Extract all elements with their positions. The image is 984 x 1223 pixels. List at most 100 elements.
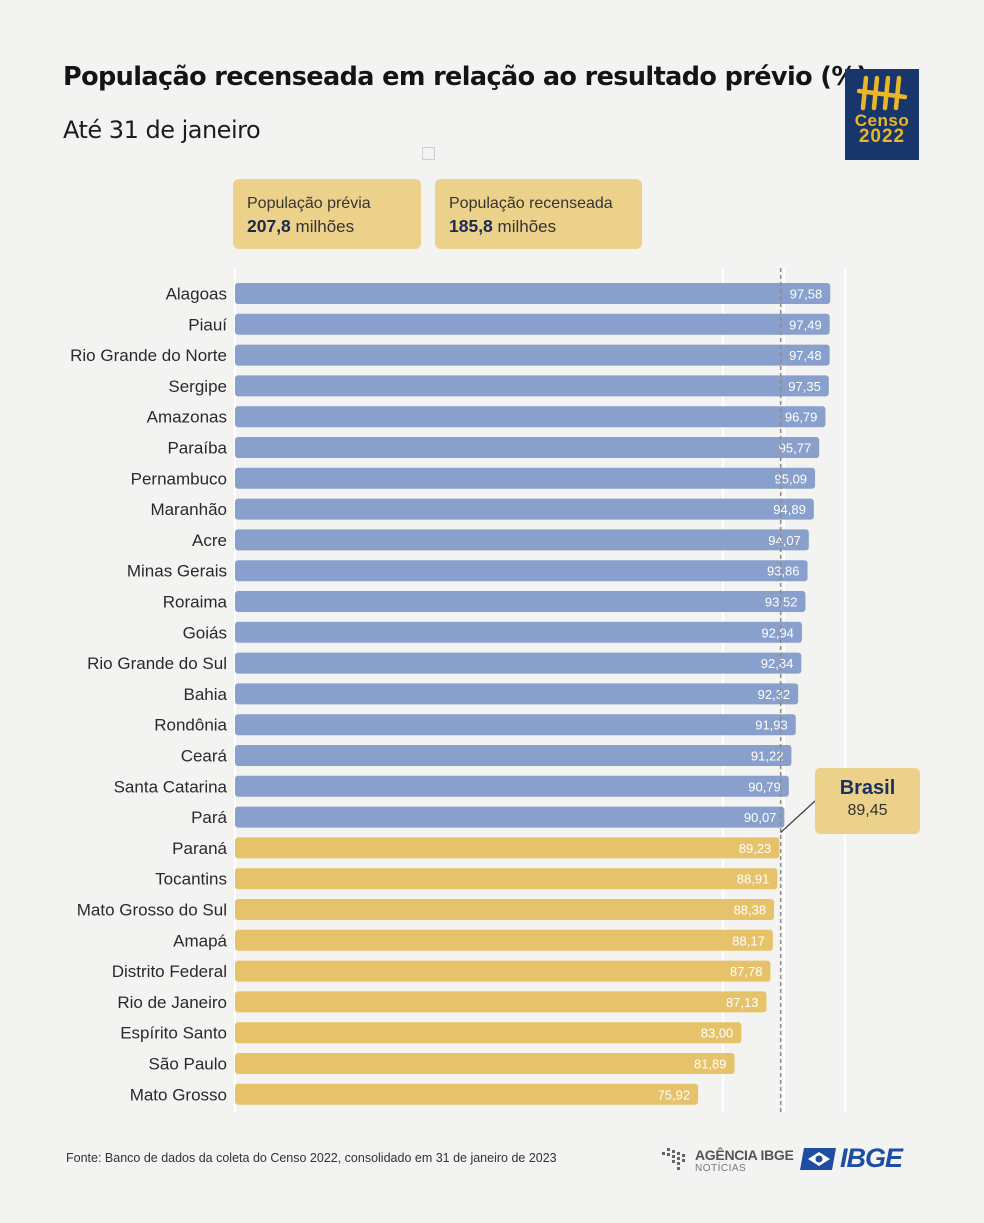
category-label: Paraná [172,839,227,858]
category-label: Santa Catarina [114,777,228,796]
bar-value-label: 93,52 [765,595,798,610]
bar-value-label: 90,79 [748,779,781,794]
counted-population-unit: milhões [497,217,557,236]
category-label: Mato Grosso [130,1085,227,1104]
bar-22 [235,960,771,982]
category-label: Sergipe [168,377,227,396]
bar-9 [235,560,808,582]
bar-value-label: 94,07 [768,533,801,548]
previous-population-label: População prévia [247,195,371,212]
bar-25 [235,1053,735,1074]
counted-population-label: População recenseada [449,195,613,212]
bar-value-label: 88,38 [734,903,767,918]
category-label: Acre [192,531,227,550]
bar-4 [235,406,826,428]
censo-2022-logo: Censo 2022 [845,69,919,160]
bar-15 [235,745,792,766]
bar-value-label: 93,86 [767,564,800,579]
chart-title: População recenseada em relação ao resul… [63,62,868,92]
category-label: Roraima [163,593,228,612]
bar-8 [235,529,809,551]
decorative-square [422,147,435,160]
bar-6 [235,467,816,489]
bar-value-label: 92,94 [761,625,794,640]
bar-value-label: 92,32 [758,687,791,702]
category-label: Goiás [183,623,227,642]
brasil-callout-line [780,800,816,833]
category-label: Maranhão [150,500,227,519]
counted-population-box: População recenseada 185,8 milhões [435,179,642,249]
bar-12 [235,652,802,674]
category-label: Amazonas [147,408,227,427]
bar-11 [235,621,802,643]
bar-value-label: 81,89 [694,1057,727,1072]
category-label: Ceará [181,747,228,766]
category-label: Paraíba [167,439,227,458]
bar-value-label: 97,35 [788,379,821,394]
logo-word-censo: Censo [854,111,910,130]
category-label: Mato Grosso do Sul [77,901,227,920]
category-label: São Paulo [149,1055,227,1074]
category-label: Tocantins [155,870,227,889]
category-label: Rio Grande do Norte [70,346,227,365]
agencia-ibge-logo: AGÊNCIA IBGE NOTÍCIAS [660,1146,794,1178]
bar-value-label: 75,92 [658,1087,691,1102]
category-label: Pernambuco [131,469,227,488]
bar-13 [235,683,799,705]
bar-3 [235,375,829,397]
brasil-reference-box: Brasil 89,45 [815,768,920,834]
bar-20 [235,899,775,920]
ibge-logo: IBGE [800,1143,903,1176]
bar-value-label: 95,09 [775,471,808,486]
category-label: Amapá [173,931,227,950]
tally-marks-icon [857,75,907,111]
bar-7 [235,498,814,520]
bar-5 [235,437,820,458]
bar-value-label: 87,13 [726,995,759,1010]
category-label: Piauí [188,315,227,334]
bar-26 [235,1083,699,1105]
bar-21 [235,929,773,951]
bar-14 [235,714,796,736]
category-label: Pará [191,808,227,827]
bar-1 [235,313,830,335]
bar-18 [235,837,780,859]
bar-value-label: 97,49 [789,317,822,332]
bar-value-label: 91,22 [751,749,784,764]
agencia-mark-icon [662,1148,685,1170]
bar-2 [235,344,830,366]
ibge-wordmark: IBGE [840,1143,903,1173]
bar-23 [235,991,767,1013]
bar-value-label: 94,89 [773,502,806,517]
bar-value-label: 89,23 [739,841,772,856]
bar-value-label: 97,58 [790,287,823,302]
bar-10 [235,591,806,612]
brasil-label: Brasil [839,777,896,799]
ibge-flag-icon [800,1148,836,1170]
previous-population-value: 207,8 [247,216,291,236]
bar-value-label: 88,91 [737,872,770,887]
bar-16 [235,775,789,797]
bar-value-label: 91,93 [755,718,788,733]
logo-word-year: 2022 [858,126,906,147]
category-label: Espírito Santo [120,1024,227,1043]
bar-value-label: 92,84 [761,656,794,671]
bar-17 [235,806,785,828]
agencia-subtitle: NOTÍCIAS [695,1163,747,1174]
category-label: Rondônia [154,716,227,735]
bar-19 [235,868,778,890]
bar-value-label: 90,07 [744,810,777,825]
previous-population-unit: milhões [295,217,355,236]
previous-population-box: População prévia 207,8 milhões [233,179,421,249]
bar-value-label: 88,17 [732,933,765,948]
bar-24 [235,1022,742,1044]
source-note: Fonte: Banco de dados da coleta do Censo… [66,1151,557,1165]
category-label: Rio de Janeiro [117,993,227,1012]
category-label: Distrito Federal [112,962,227,981]
bar-value-label: 96,79 [785,410,818,425]
brasil-value: 89,45 [847,802,888,819]
agencia-title: AGÊNCIA IBGE [695,1147,794,1163]
bar-value-label: 95,77 [779,441,812,456]
bar-value-label: 87,78 [730,964,763,979]
bar-0 [235,283,831,304]
